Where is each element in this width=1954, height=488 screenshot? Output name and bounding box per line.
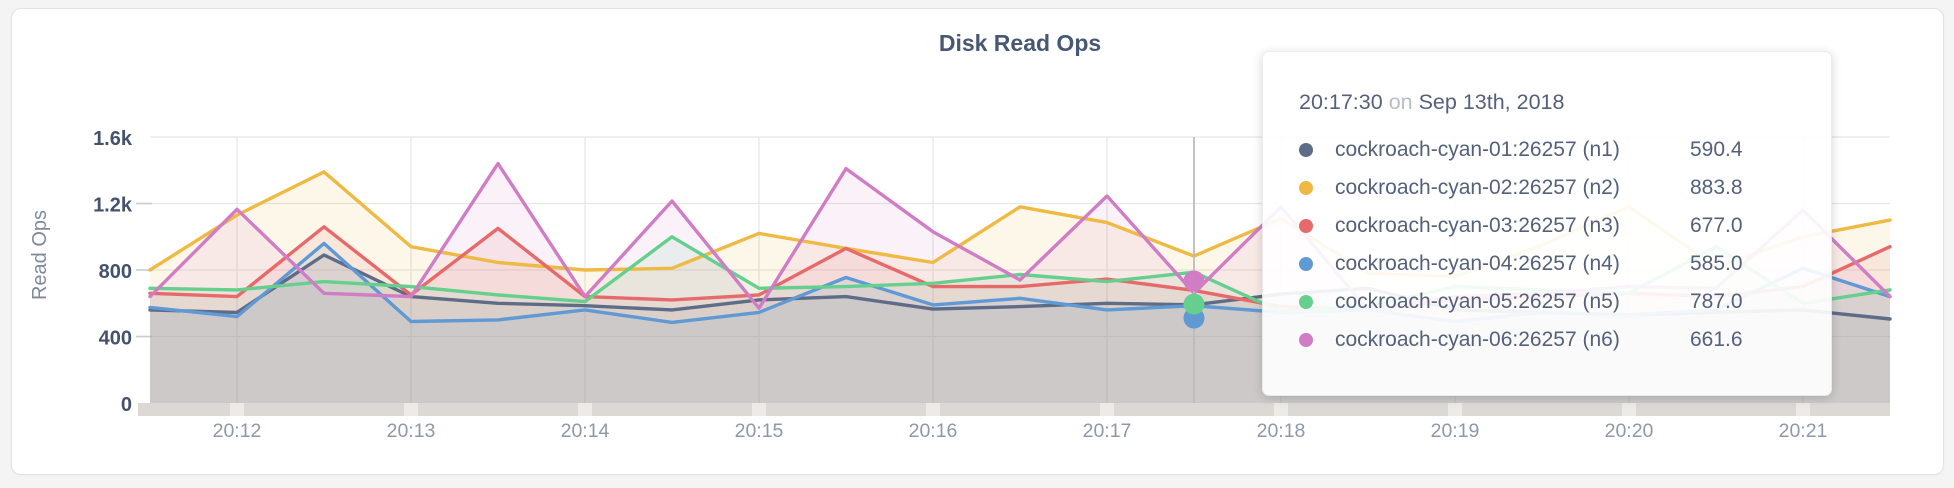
- tooltip-row: cockroach-cyan-01:26257 (n1) 590.4: [1299, 131, 1797, 169]
- tooltip-date: Sep 13th, 2018: [1418, 90, 1565, 114]
- x-tick-label: 20:21: [1779, 420, 1828, 442]
- tooltip-time: 20:17:30: [1299, 90, 1383, 114]
- tooltip-row: cockroach-cyan-04:26257 (n4) 585.0: [1299, 245, 1797, 283]
- tooltip-row: cockroach-cyan-05:26257 (n5) 787.0: [1299, 283, 1797, 321]
- x-tick-label: 20:12: [213, 420, 262, 442]
- series-color-dot: [1299, 333, 1313, 347]
- x-axis-tick-notch: [752, 403, 766, 416]
- series-label: cockroach-cyan-03:26257 (n3): [1335, 214, 1620, 237]
- series-color-dot: [1299, 219, 1313, 233]
- x-tick-label: 20:18: [1257, 420, 1306, 442]
- x-axis-tick-notch: [1100, 403, 1114, 416]
- x-axis-tick-notch: [926, 403, 940, 416]
- y-tick-label: 0: [121, 394, 132, 416]
- x-axis-tick-notch: [578, 403, 592, 416]
- x-tick-label: 20:20: [1605, 420, 1654, 442]
- x-tick-label: 20:16: [909, 420, 958, 442]
- chart-hover-tooltip: 20:17:30 on Sep 13th, 2018 cockroach-cya…: [1262, 51, 1832, 396]
- series-label: cockroach-cyan-02:26257 (n2): [1335, 176, 1620, 199]
- tooltip-rows: cockroach-cyan-01:26257 (n1) 590.4 cockroa…: [1299, 131, 1797, 359]
- series-value: 677.0: [1690, 214, 1743, 237]
- x-axis-tick-notch: [230, 403, 244, 416]
- x-axis-tick-notch: [1622, 403, 1636, 416]
- series-value: 590.4: [1690, 138, 1743, 161]
- series-value: 787.0: [1690, 290, 1743, 313]
- tooltip-header: 20:17:30 on Sep 13th, 2018: [1299, 90, 1797, 115]
- x-tick-label: 20:15: [735, 420, 784, 442]
- x-tick-label: 20:14: [561, 420, 610, 442]
- x-tick-label: 20:17: [1083, 420, 1132, 442]
- tooltip-row: cockroach-cyan-06:26257 (n6) 661.6: [1299, 321, 1797, 359]
- series-color-dot: [1299, 143, 1313, 157]
- x-axis-tick-notch: [1274, 403, 1288, 416]
- x-axis-tick-notch: [404, 403, 418, 416]
- series-value: 883.8: [1690, 176, 1743, 199]
- chart-title: Disk Read Ops: [938, 30, 1102, 56]
- y-tick-label: 400: [99, 328, 132, 350]
- x-tick-label: 20:13: [387, 420, 436, 442]
- y-tick-label: 1.2k: [93, 195, 133, 217]
- tooltip-row: cockroach-cyan-03:26257 (n3) 677.0: [1299, 207, 1797, 245]
- series-label: cockroach-cyan-04:26257 (n4): [1335, 252, 1620, 275]
- tooltip-row: cockroach-cyan-02:26257 (n2) 883.8: [1299, 169, 1797, 207]
- x-tick-label: 20:19: [1431, 420, 1480, 442]
- series-color-dot: [1299, 181, 1313, 195]
- series-value: 585.0: [1690, 252, 1743, 275]
- hover-point-dot: [1183, 270, 1205, 292]
- y-tick-label: 800: [99, 261, 132, 283]
- tooltip-conjunction: on: [1388, 90, 1413, 114]
- series-color-dot: [1299, 257, 1313, 271]
- series-label: cockroach-cyan-01:26257 (n1): [1335, 138, 1620, 161]
- y-tick-label: 1.6k: [93, 128, 133, 150]
- hover-point-dot: [1183, 293, 1205, 315]
- x-axis-tick-notch: [1448, 403, 1462, 416]
- series-label: cockroach-cyan-05:26257 (n5): [1335, 290, 1620, 313]
- series-color-dot: [1299, 295, 1313, 309]
- series-label: cockroach-cyan-06:26257 (n6): [1335, 328, 1620, 351]
- x-axis-tick-notch: [1796, 403, 1810, 416]
- series-value: 661.6: [1690, 328, 1743, 351]
